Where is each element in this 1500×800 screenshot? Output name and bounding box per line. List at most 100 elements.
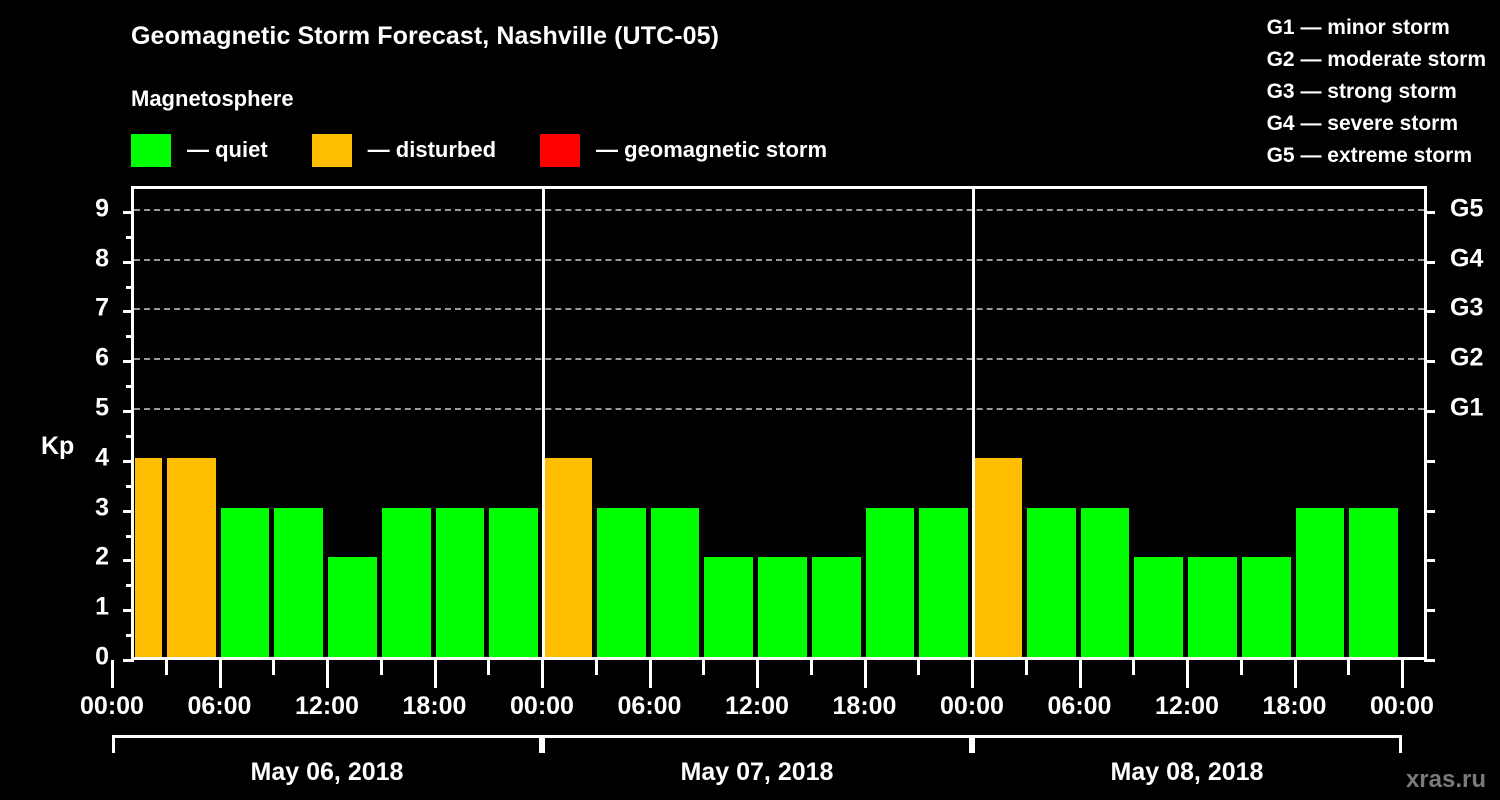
- y-axis-minor-tick: [126, 534, 134, 538]
- y-axis-tick: [123, 509, 134, 513]
- date-label: May 07, 2018: [680, 758, 834, 786]
- x-axis-label: 06:00: [617, 692, 682, 720]
- y-axis-tick-right: [1424, 559, 1435, 563]
- y-axis-tick-right: [1424, 360, 1435, 364]
- gridline: [134, 408, 1424, 411]
- bar: [704, 557, 753, 657]
- y-axis-tick: [123, 310, 134, 314]
- y-axis-minor-tick: [126, 434, 134, 438]
- y-axis-tick: [123, 659, 134, 662]
- gscale-line: G5 — extreme storm: [1266, 144, 1473, 167]
- y-axis-minor-tick: [126, 584, 134, 588]
- x-axis-tick: [1078, 660, 1082, 688]
- chart-plot-inner: [134, 189, 1424, 657]
- y-axis-label: 6: [95, 343, 109, 372]
- gscale-legend: G1 — minor storm G2 — moderate storm G3 — …: [1267, 12, 1486, 172]
- g-scale-axis-label: G2: [1450, 343, 1484, 372]
- bar: [811, 557, 861, 657]
- bar: [650, 507, 700, 657]
- gscale-line: G2 — moderate storm: [1266, 48, 1486, 71]
- x-axis-tick: [648, 660, 652, 688]
- bar: [596, 507, 646, 657]
- x-axis-minor-tick: [164, 660, 168, 675]
- bar: [973, 457, 1022, 657]
- y-axis-label: 4: [95, 443, 109, 472]
- x-axis-label: 18:00: [402, 692, 467, 720]
- gridline: [134, 208, 1424, 211]
- x-axis-label: 18:00: [832, 692, 897, 720]
- bar: [381, 507, 431, 657]
- x-axis-minor-tick: [809, 660, 813, 675]
- y-axis-label: 1: [95, 592, 109, 621]
- bar: [489, 507, 538, 657]
- bar: [274, 507, 323, 657]
- x-axis-label: 06:00: [1047, 692, 1112, 720]
- g-scale-axis-label: G3: [1450, 293, 1484, 322]
- y-axis-tick-right: [1424, 260, 1435, 264]
- y-axis-minor-tick: [126, 385, 134, 389]
- date-label: May 08, 2018: [1110, 758, 1264, 786]
- x-axis-label: 12:00: [725, 692, 789, 720]
- gscale-line: G4 — severe storm: [1266, 112, 1459, 135]
- y-axis-tick-right: [1424, 609, 1435, 613]
- y-axis-label: 3: [95, 493, 109, 522]
- y-axis-minor-tick: [126, 285, 134, 289]
- x-axis-minor-tick: [702, 660, 706, 675]
- y-axis-title: Kp: [41, 432, 75, 460]
- x-axis-minor-tick: [1132, 660, 1136, 675]
- y-axis-minor-tick: [126, 335, 134, 339]
- legend-item: — disturbed: [311, 133, 497, 167]
- bar: [919, 507, 968, 657]
- x-axis-label: 06:00: [187, 692, 252, 720]
- bar: [543, 457, 592, 657]
- bar: [166, 457, 216, 657]
- x-axis-label: 00:00: [1370, 692, 1434, 720]
- day-separator: [542, 189, 545, 657]
- x-axis-label: 00:00: [940, 692, 1004, 720]
- date-bracket: [972, 735, 1402, 753]
- x-axis-tick: [1293, 660, 1297, 688]
- x-axis-label: 00:00: [510, 692, 574, 720]
- x-axis-tick: [326, 660, 329, 688]
- bar: [135, 457, 162, 657]
- y-axis-label: 0: [95, 642, 109, 671]
- y-axis-label: 2: [95, 542, 109, 571]
- x-axis-tick: [433, 660, 437, 688]
- x-axis-label: 00:00: [80, 692, 144, 720]
- date-bracket: [112, 735, 542, 753]
- y-axis-tick-right: [1424, 310, 1435, 314]
- x-axis-tick: [541, 660, 544, 688]
- bar: [1295, 507, 1345, 657]
- bar: [758, 557, 807, 657]
- x-axis-minor-tick: [1239, 660, 1243, 675]
- y-axis-tick: [123, 459, 134, 463]
- bar: [1188, 557, 1237, 657]
- g-scale-axis-label: G4: [1450, 244, 1484, 273]
- green-square-icon: [131, 133, 171, 167]
- bar: [1134, 557, 1183, 657]
- x-axis-minor-tick: [1347, 660, 1351, 675]
- chart-plot-area: [123, 186, 1435, 662]
- gridline: [134, 258, 1424, 261]
- legend-item-label: — disturbed: [367, 137, 497, 162]
- x-axis-label: 18:00: [1262, 692, 1327, 720]
- date-label: May 06, 2018: [250, 758, 404, 786]
- g-scale-axis-label: G1: [1450, 393, 1484, 422]
- x-axis-minor-tick: [487, 660, 491, 675]
- date-bracket: [542, 735, 972, 753]
- y-axis-tick-right: [1424, 459, 1435, 463]
- x-axis-minor-tick: [917, 660, 921, 675]
- legend-item-label: — geomagnetic storm: [596, 137, 828, 162]
- day-separator: [972, 189, 975, 657]
- bar: [435, 507, 485, 657]
- legend-item-label: — quiet: [187, 137, 268, 162]
- bar: [1080, 507, 1130, 657]
- gscale-line: G1 — minor storm: [1266, 16, 1450, 39]
- bar: [220, 507, 270, 657]
- y-axis-tick: [123, 609, 134, 613]
- magnetosphere-label: Magnetosphere: [131, 86, 294, 111]
- bar: [1026, 507, 1076, 657]
- red-square-icon: [540, 133, 581, 167]
- y-axis-label: 9: [95, 194, 109, 223]
- y-axis-tick-right: [1424, 509, 1435, 513]
